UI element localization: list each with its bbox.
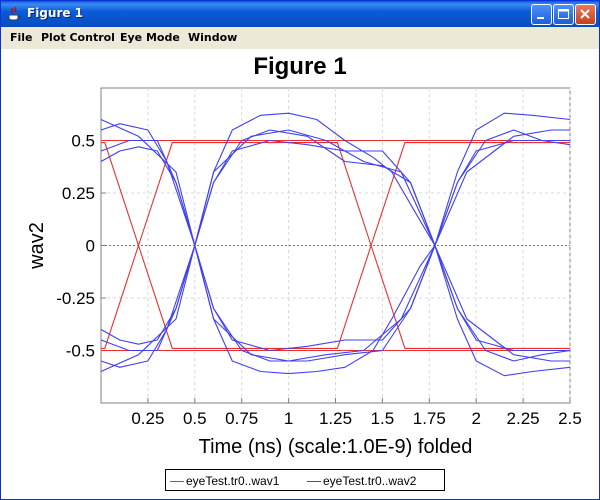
x-tick-label: 0.5	[183, 409, 207, 428]
y-tick-label: 0.5	[71, 132, 95, 151]
y-tick-label: -0.5	[66, 342, 95, 361]
series-2-trace	[100, 129, 570, 373]
x-tick-label: 1.75	[413, 409, 446, 428]
java-app-icon	[8, 6, 21, 21]
y-tick-label: 0.25	[62, 184, 95, 203]
title-bar[interactable]: Figure 1	[1, 1, 599, 27]
series-2-trace	[100, 139, 570, 352]
window-title: Figure 1	[27, 6, 84, 20]
maximize-button[interactable]	[553, 4, 574, 25]
legend-label-wav1: eyeTest.tr0..wav1	[186, 474, 280, 488]
menu-plot-control[interactable]: Plot Control	[41, 31, 115, 44]
menu-eye-mode[interactable]: Eye Mode	[120, 31, 180, 44]
series-2-trace	[100, 139, 570, 352]
x-axis-label: Time (ns) (scale:1.0E-9) folded	[199, 436, 473, 458]
x-tick-label: 1.25	[319, 409, 352, 428]
menu-window[interactable]: Window	[188, 31, 238, 44]
legend-label-wav2: eyeTest.tr0..wav2	[323, 474, 417, 488]
x-tick-labels: 0.25 0.5 0.75 1 1.25 1.5 1.75 2 2.25 2.5	[131, 409, 581, 428]
legend: eyeTest.tr0..wav1 eyeTest.tr0..wav2	[165, 469, 445, 491]
y-axis-label: wav2	[26, 222, 48, 270]
series-lines	[100, 112, 571, 377]
x-tick-label: 2.5	[558, 409, 582, 428]
legend-swatch-wav1	[170, 481, 184, 482]
series-1-trace	[101, 142, 570, 349]
legend-swatch-wav2	[307, 481, 321, 482]
y-tick-labels: -0.5 -0.25 0 0.25 0.5	[56, 132, 95, 361]
maximize-icon	[558, 9, 569, 19]
chart-title: Figure 1	[253, 53, 347, 80]
x-tick-label: 0.75	[225, 409, 258, 428]
x-tick-label: 0.25	[131, 409, 164, 428]
minimize-icon	[537, 17, 544, 19]
menu-bar: File Plot Control Eye Mode Window	[1, 27, 599, 49]
close-icon	[580, 9, 590, 19]
x-tick-label: 1.5	[371, 409, 395, 428]
series-2-trace	[100, 129, 571, 362]
menu-file[interactable]: File	[10, 31, 33, 44]
close-button[interactable]	[575, 4, 596, 25]
minimize-button[interactable]	[531, 4, 552, 25]
series-1-trace	[101, 142, 570, 349]
series-2-trace	[100, 129, 571, 362]
series-2-trace	[100, 118, 570, 362]
x-tick-label: 1	[284, 409, 293, 428]
x-tick-label: 2	[471, 409, 480, 428]
x-tick-label: 2.25	[507, 409, 540, 428]
y-tick-label: 0	[86, 237, 95, 256]
y-tick-label: -0.25	[56, 289, 95, 308]
